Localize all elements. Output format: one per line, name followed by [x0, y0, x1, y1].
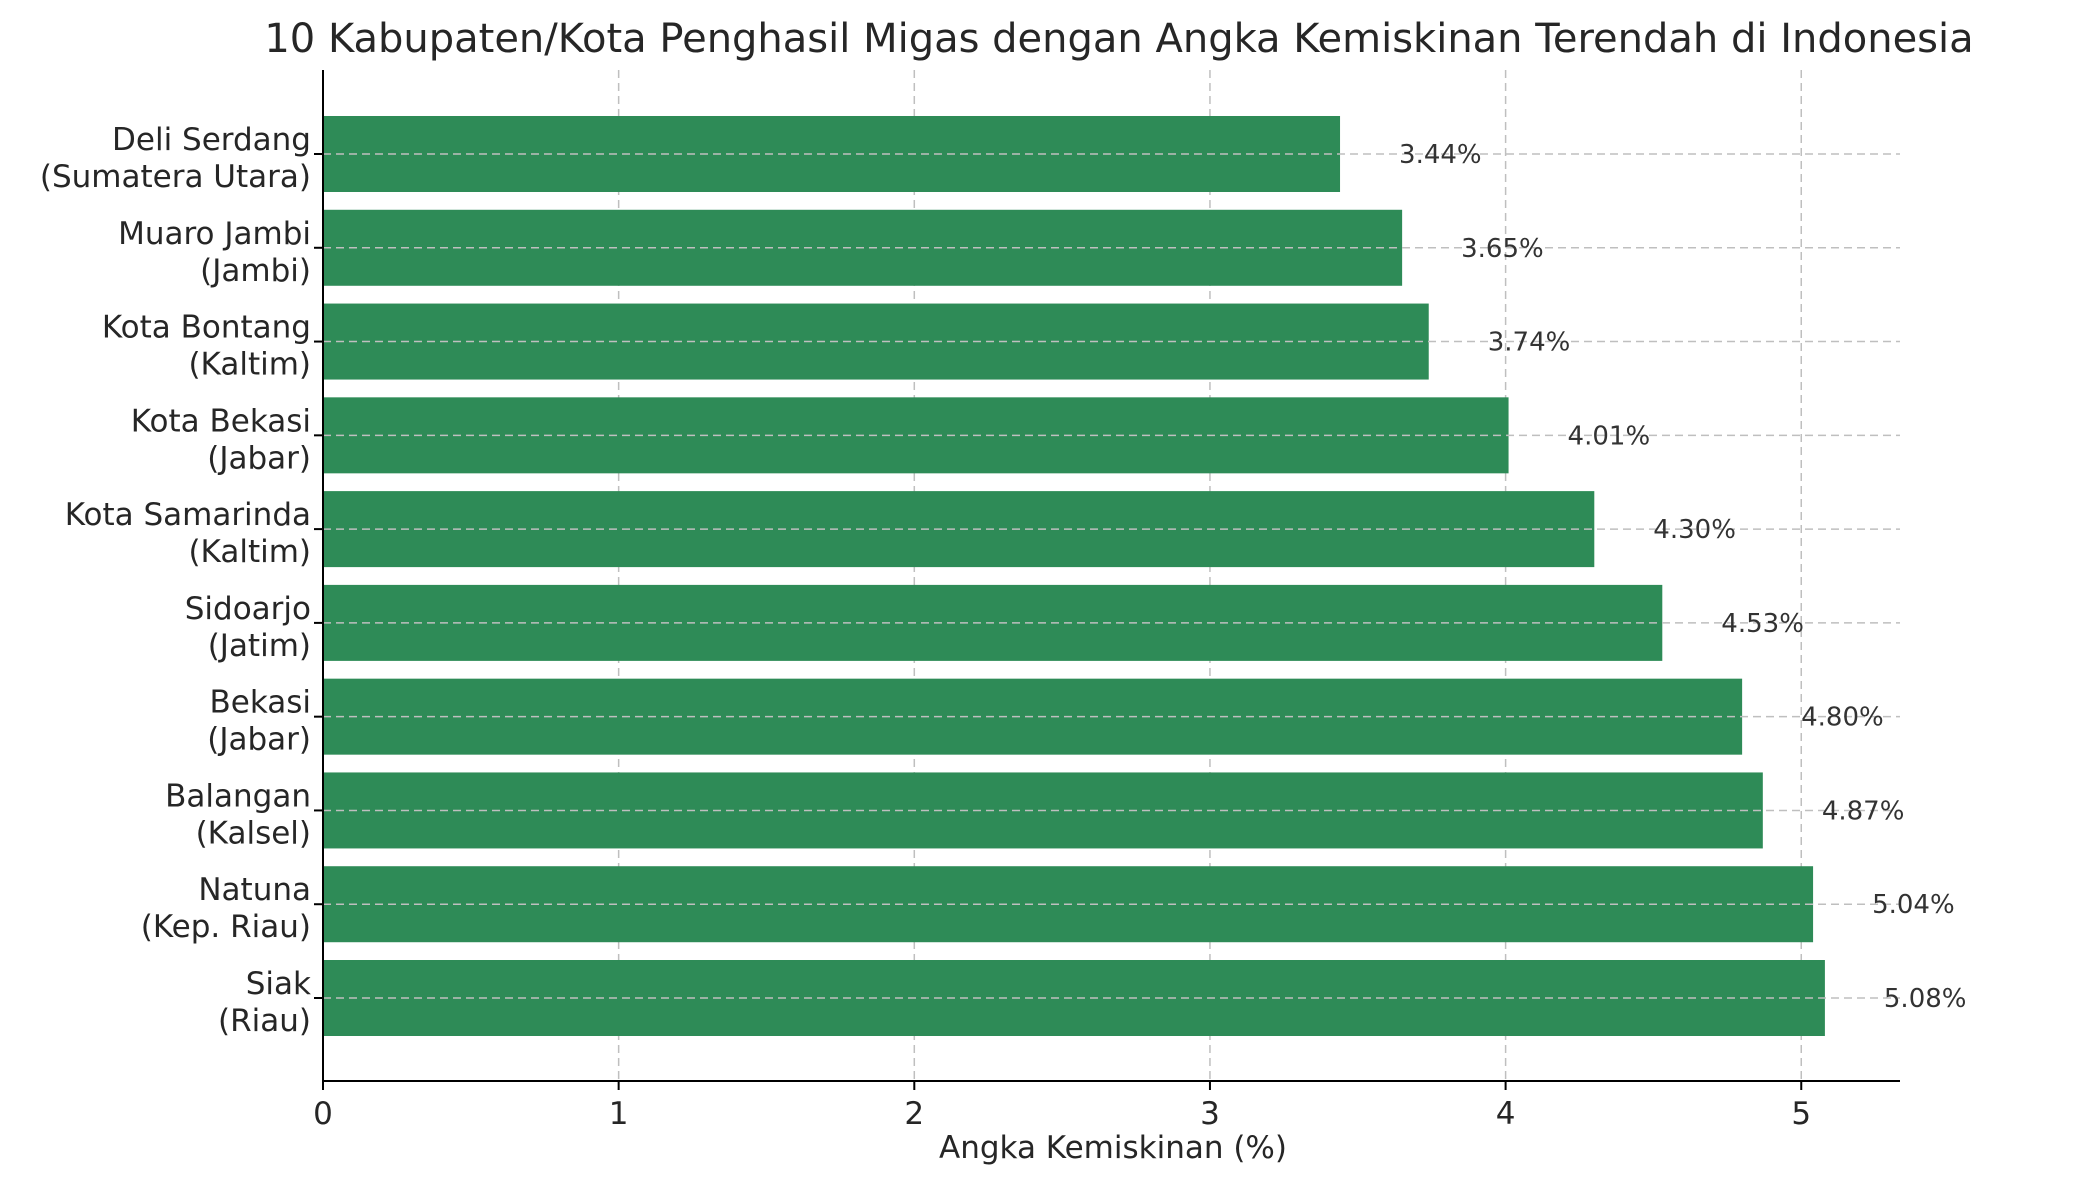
data-label: 3.65%: [1461, 234, 1544, 264]
labels: 0 1 2 3 4 5 Deli Serdang (Sumatera Utara) Muaro …: [40, 122, 1967, 1132]
y-tick-label: Muaro Jambi (Jambi): [118, 216, 311, 289]
x-tick-label: 1: [609, 1096, 629, 1132]
y-tick-label: Bekasi (Jabar): [207, 685, 311, 758]
data-label: 4.87%: [1822, 796, 1905, 826]
data-label: 5.04%: [1872, 890, 1955, 920]
y-tick-label: Deli Serdang (Sumatera Utara): [40, 122, 311, 195]
x-tick-label: 3: [1200, 1096, 1220, 1132]
y-tick-label: Natuna (Kep. Riau): [141, 872, 311, 945]
y-tick-label: Balangan (Kalsel): [165, 778, 311, 851]
x-tick-label: 5: [1791, 1096, 1811, 1132]
data-label: 4.01%: [1568, 421, 1651, 451]
data-label: 3.74%: [1488, 328, 1571, 358]
y-tick-label: Sidoarjo (Jatim): [185, 591, 311, 664]
bars: [323, 116, 1825, 1036]
chart-title: 10 Kabupaten/Kota Penghasil Migas dengan…: [264, 16, 1973, 62]
y-tick-label: Siak (Riau): [218, 966, 311, 1039]
data-label: 4.30%: [1653, 515, 1736, 545]
y-tick-label: Kota Samarinda (Kaltim): [65, 497, 311, 570]
y-tick-label: Kota Bontang (Kaltim): [102, 310, 311, 383]
axes: [314, 70, 1900, 1090]
data-label: 4.80%: [1801, 703, 1884, 733]
x-tick-label: 0: [313, 1096, 333, 1132]
x-tick-label: 4: [1496, 1096, 1516, 1132]
data-label: 4.53%: [1721, 609, 1804, 639]
y-tick-label: Kota Bekasi (Jabar): [131, 403, 311, 476]
x-tick-label: 2: [904, 1096, 924, 1132]
data-label: 3.44%: [1399, 140, 1482, 170]
data-label: 5.08%: [1884, 984, 1967, 1014]
x-axis-label: Angka Kemiskinan (%): [939, 1130, 1287, 1166]
